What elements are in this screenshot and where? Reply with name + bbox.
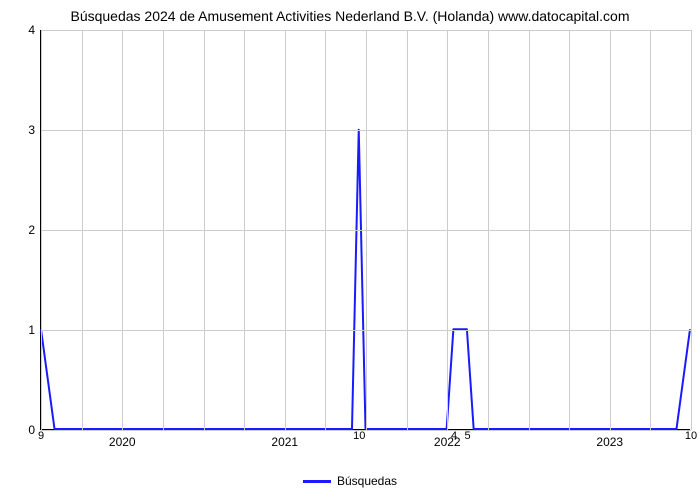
gridline-vertical [325, 30, 326, 430]
gridline-vertical [447, 30, 448, 430]
y-tick-label: 2 [28, 223, 41, 237]
gridline-vertical [529, 30, 530, 430]
gridline-vertical [244, 30, 245, 430]
data-point-label: 10 [685, 430, 697, 442]
gridline-horizontal [41, 430, 691, 431]
gridline-vertical [610, 30, 611, 430]
x-tick-label: 2023 [596, 429, 623, 449]
data-point-label: 5 [465, 430, 471, 442]
gridline-vertical [488, 30, 489, 430]
chart-title: Búsquedas 2024 de Amusement Activities N… [0, 8, 700, 24]
gridline-vertical [569, 30, 570, 430]
gridline-vertical [691, 30, 692, 430]
gridline-vertical [366, 30, 367, 430]
x-tick-label: 2020 [109, 429, 136, 449]
gridline-vertical [204, 30, 205, 430]
gridline-vertical [82, 30, 83, 430]
legend: Búsquedas [303, 474, 397, 488]
y-tick-label: 1 [28, 323, 41, 337]
y-tick-label: 4 [28, 23, 41, 37]
plot-area: 0123420202021202220239104510 [40, 30, 690, 430]
y-tick-label: 3 [28, 123, 41, 137]
legend-label: Búsquedas [337, 474, 397, 488]
gridline-vertical [285, 30, 286, 430]
gridline-vertical [122, 30, 123, 430]
data-point-label: 4 [451, 430, 457, 442]
x-tick-label: 2021 [271, 429, 298, 449]
gridline-vertical [407, 30, 408, 430]
line-chart: Búsquedas 2024 de Amusement Activities N… [0, 0, 700, 500]
gridline-vertical [650, 30, 651, 430]
gridline-vertical [163, 30, 164, 430]
data-point-label: 10 [353, 430, 365, 442]
gridline-vertical [41, 30, 42, 430]
legend-swatch [303, 480, 331, 483]
data-point-label: 9 [38, 430, 44, 442]
